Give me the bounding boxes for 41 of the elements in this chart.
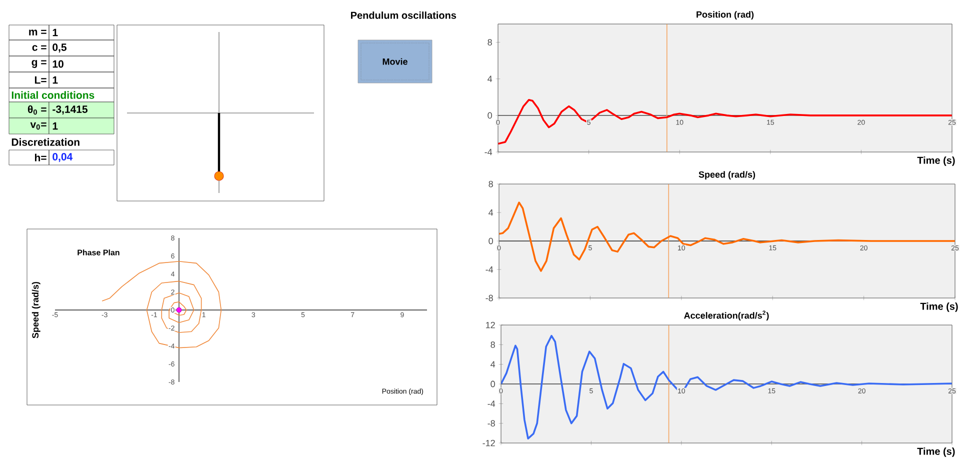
text: c = xyxy=(32,45,46,51)
text: -3,1415 xyxy=(52,105,88,114)
text: 1 xyxy=(52,76,58,84)
y-tick-label: 8 xyxy=(488,39,492,46)
y-tick-label: -4 xyxy=(486,266,494,273)
y-tick-label: 8 xyxy=(490,341,495,348)
text: Discretization xyxy=(12,138,80,146)
chart-title: Speed (rad/s) xyxy=(698,170,756,180)
y-tick-label: 12 xyxy=(486,322,495,328)
x-axis-title: Time (s) xyxy=(917,447,955,457)
y-tick-label: 4 xyxy=(488,209,494,216)
chart-title: Position (rad) xyxy=(696,10,754,20)
y-tick-label: -4 xyxy=(484,148,492,155)
y-tick-label: -4 xyxy=(488,400,496,407)
y-tick-label: 4 xyxy=(490,361,496,368)
text: Phase Plan xyxy=(78,249,120,256)
y-tick-label: -8 xyxy=(488,420,495,426)
text: Movie xyxy=(382,58,408,65)
text: 1 xyxy=(52,28,58,36)
y-tick-label: -8 xyxy=(486,294,493,302)
y-tick-label: -12 xyxy=(482,440,495,446)
text: 0,04 xyxy=(52,152,73,162)
text: Pendulum oscillations xyxy=(351,11,456,19)
y-tick-label: 0 xyxy=(490,380,495,388)
chart-title: Acceleration(rad/s$^{2}$) xyxy=(684,310,769,320)
x-axis-title: Time (s) xyxy=(920,302,958,312)
text: θ$_{0}$ = xyxy=(28,105,46,115)
y-axis-title: Speed (rad/s) xyxy=(32,282,40,338)
text: v$_{0}$= xyxy=(30,122,46,130)
y-tick-label: 8 xyxy=(488,180,493,188)
text: h= xyxy=(34,154,46,162)
text: 10 xyxy=(52,60,64,68)
x-axis-title: Time (s) xyxy=(917,156,955,166)
y-tick-label: 0 xyxy=(488,112,492,119)
text: 0,5 xyxy=(52,43,66,52)
y-tick-label: 0 xyxy=(488,238,493,244)
text: g = xyxy=(32,60,46,68)
text: L= xyxy=(34,76,46,84)
text: Initial conditions xyxy=(12,91,94,99)
text: m = xyxy=(29,30,46,36)
y-tick-label: 4 xyxy=(488,76,492,82)
